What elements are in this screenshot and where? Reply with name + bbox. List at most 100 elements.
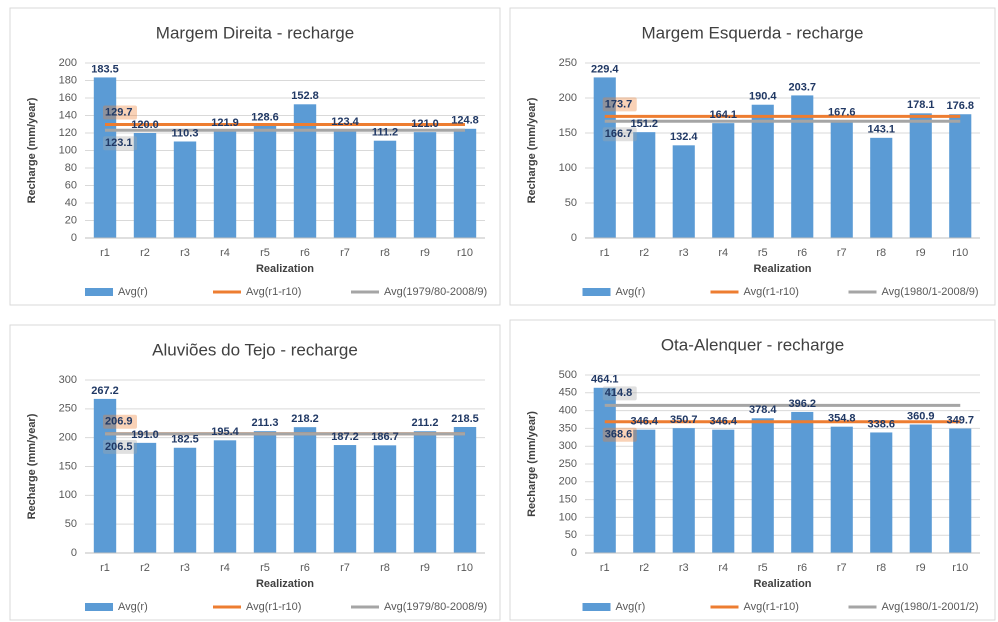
chart-panel: Aluviões do Tejo - recharge 0 50 100 150 200 2… xyxy=(9,324,501,621)
value-label: 123.4 xyxy=(331,116,359,128)
y-tick-label: 400 xyxy=(559,405,577,417)
x-tick-label: r5 xyxy=(260,562,270,574)
bar xyxy=(751,104,774,238)
legend-label: Avg(r1-r10) xyxy=(246,286,301,298)
x-tick-label: r1 xyxy=(100,247,110,259)
value-label: 182.5 xyxy=(171,434,199,446)
y-tick-label: 20 xyxy=(65,214,77,226)
value-label: 143.1 xyxy=(867,124,895,136)
x-tick-label: r7 xyxy=(340,562,350,574)
average-label: 173.7 xyxy=(605,98,633,110)
value-label: 203.7 xyxy=(788,81,816,93)
bar xyxy=(870,432,893,553)
x-tick-label: r2 xyxy=(140,247,150,259)
average-label: 206.9 xyxy=(105,416,133,428)
y-tick-label: 0 xyxy=(71,232,77,244)
bar xyxy=(293,104,317,238)
legend-label: Avg(1979/80-2008/9) xyxy=(384,601,487,613)
x-tick-label: r10 xyxy=(457,562,473,574)
average-label: 206.5 xyxy=(105,441,133,453)
value-label: 338.6 xyxy=(867,418,895,430)
y-tick-label: 100 xyxy=(559,162,577,174)
legend-swatch xyxy=(85,603,113,611)
x-tick-label: r8 xyxy=(380,247,390,259)
value-label: 354.8 xyxy=(828,413,856,425)
value-label: 378.4 xyxy=(749,404,777,416)
x-tick-label: r2 xyxy=(140,562,150,574)
average-label-box xyxy=(103,105,137,120)
bar xyxy=(870,137,893,238)
x-tick-label: r5 xyxy=(758,562,768,574)
bar xyxy=(633,429,656,553)
x-tick-label: r3 xyxy=(679,247,689,259)
bar xyxy=(453,426,477,553)
value-label: 346.4 xyxy=(630,416,658,428)
x-tick-label: r7 xyxy=(837,562,847,574)
value-label: 211.2 xyxy=(412,417,439,429)
chart-panel: Margem Direita - recharge 0 20 40 60 80 100 120… xyxy=(9,7,501,306)
x-tick-label: r9 xyxy=(916,562,926,574)
bar xyxy=(909,113,932,238)
y-tick-label: 450 xyxy=(559,387,577,399)
value-label: 464.1 xyxy=(591,374,619,386)
bar xyxy=(133,442,157,553)
bar xyxy=(593,387,616,553)
x-tick-label: r8 xyxy=(876,562,886,574)
x-tick-label: r10 xyxy=(952,247,968,259)
legend-swatch xyxy=(85,288,113,296)
value-label: 186.7 xyxy=(371,431,399,443)
bar xyxy=(93,398,117,553)
bar xyxy=(93,77,117,238)
chart-title: Margem Direita - recharge xyxy=(156,23,354,42)
bar xyxy=(213,131,237,238)
average-label: 414.8 xyxy=(605,387,633,399)
average-label-box xyxy=(103,439,137,454)
y-tick-label: 140 xyxy=(59,109,77,121)
average-label: 368.6 xyxy=(605,429,633,441)
y-tick-label: 80 xyxy=(65,162,77,174)
bar xyxy=(253,125,277,238)
y-tick-label: 0 xyxy=(571,547,577,559)
chart-title: Margem Esquerda - recharge xyxy=(641,23,863,42)
bar xyxy=(293,427,317,553)
x-tick-label: r9 xyxy=(420,562,430,574)
legend-label: Avg(r1-r10) xyxy=(744,601,799,613)
value-label: 190.4 xyxy=(749,91,777,103)
average-label-box xyxy=(602,427,637,442)
y-tick-label: 150 xyxy=(559,494,577,506)
legend-label: Avg(1980/1-2001/2) xyxy=(882,601,979,613)
value-label: 121.0 xyxy=(411,118,439,130)
y-tick-label: 50 xyxy=(65,518,77,530)
y-tick-label: 200 xyxy=(59,432,77,444)
bar xyxy=(373,445,397,553)
value-label: 396.2 xyxy=(788,398,816,410)
y-tick-label: 200 xyxy=(59,57,77,69)
chart-title: Aluviões do Tejo - recharge xyxy=(152,340,358,359)
legend-swatch xyxy=(582,288,611,296)
y-tick-label: 250 xyxy=(559,458,577,470)
value-label: 218.5 xyxy=(451,413,479,425)
value-label: 128.6 xyxy=(251,111,279,123)
y-tick-label: 250 xyxy=(59,403,77,415)
chart-title: Ota-Alenquer - recharge xyxy=(661,335,844,354)
x-tick-label: r5 xyxy=(260,247,270,259)
x-tick-label: r3 xyxy=(180,562,190,574)
chart-panel: Margem Esquerda - recharge 0 50 100 150 200 25… xyxy=(509,7,996,306)
chart-panel: Ota-Alenquer - recharge 0 50 100 150 200 250 30… xyxy=(509,319,996,621)
bar xyxy=(712,429,735,553)
bar xyxy=(413,132,437,238)
legend-label: Avg(1979/80-2008/9) xyxy=(384,286,487,298)
legend-label: Avg(r) xyxy=(616,286,646,298)
value-label: 187.2 xyxy=(331,431,359,443)
y-tick-label: 500 xyxy=(559,369,577,381)
y-tick-label: 300 xyxy=(559,440,577,452)
legend-label: Avg(r1-r10) xyxy=(246,601,301,613)
y-tick-label: 40 xyxy=(65,197,77,209)
x-tick-label: r2 xyxy=(639,247,649,259)
value-label: 267.2 xyxy=(91,385,119,397)
value-label: 124.8 xyxy=(451,115,479,127)
average-label-box xyxy=(602,97,637,112)
y-tick-label: 0 xyxy=(571,232,577,244)
legend-label: Avg(r1-r10) xyxy=(744,286,799,298)
bar xyxy=(712,123,735,238)
